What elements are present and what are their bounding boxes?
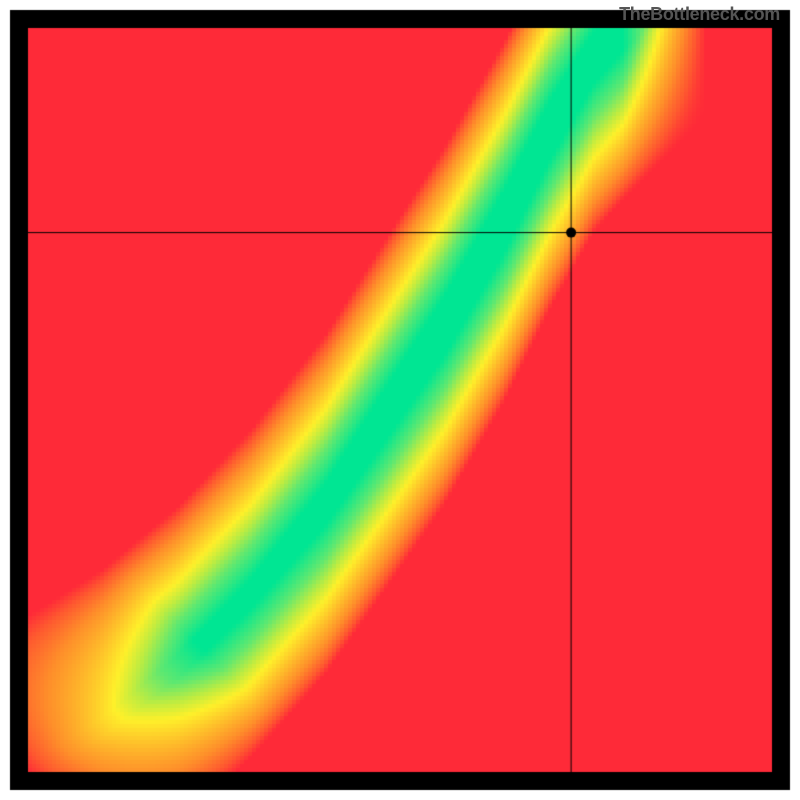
heatmap-canvas xyxy=(0,0,800,800)
chart-container: TheBottleneck.com xyxy=(0,0,800,800)
attribution-text: TheBottleneck.com xyxy=(619,4,780,25)
